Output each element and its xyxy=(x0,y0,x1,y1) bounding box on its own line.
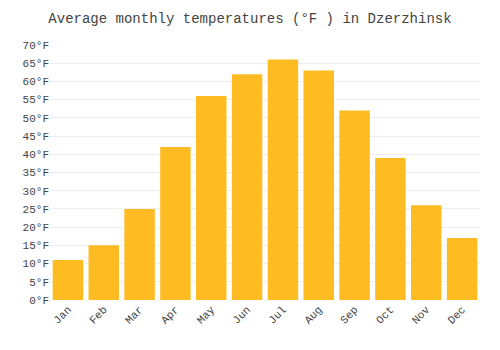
svg-text:May: May xyxy=(195,304,218,327)
svg-text:Nov: Nov xyxy=(410,304,433,327)
svg-text:Jul: Jul xyxy=(266,304,288,326)
svg-text:Apr: Apr xyxy=(159,304,181,326)
svg-text:Dec: Dec xyxy=(446,304,468,326)
svg-text:Aug: Aug xyxy=(302,304,324,326)
svg-text:Average monthly temperatures (: Average monthly temperatures (°F ) in Dz… xyxy=(48,11,451,27)
svg-text:5°F: 5°F xyxy=(29,277,49,289)
svg-text:45°F: 45°F xyxy=(23,131,49,143)
svg-text:Feb: Feb xyxy=(87,304,109,326)
svg-text:Mar: Mar xyxy=(123,304,145,326)
svg-text:10°F: 10°F xyxy=(23,258,49,270)
svg-text:30°F: 30°F xyxy=(23,186,49,198)
svg-text:60°F: 60°F xyxy=(23,76,49,88)
svg-text:Jan: Jan xyxy=(51,304,73,326)
svg-text:55°F: 55°F xyxy=(23,94,49,106)
svg-text:0°F: 0°F xyxy=(29,295,49,307)
svg-text:Jun: Jun xyxy=(231,304,253,326)
svg-text:25°F: 25°F xyxy=(23,204,49,216)
svg-text:15°F: 15°F xyxy=(23,240,49,252)
svg-text:Sep: Sep xyxy=(338,304,360,326)
svg-text:50°F: 50°F xyxy=(23,113,49,125)
svg-text:Oct: Oct xyxy=(374,304,396,326)
svg-text:20°F: 20°F xyxy=(23,222,49,234)
svg-text:40°F: 40°F xyxy=(23,149,49,161)
svg-text:35°F: 35°F xyxy=(23,167,49,179)
svg-text:70°F: 70°F xyxy=(23,40,49,52)
svg-text:65°F: 65°F xyxy=(23,58,49,70)
